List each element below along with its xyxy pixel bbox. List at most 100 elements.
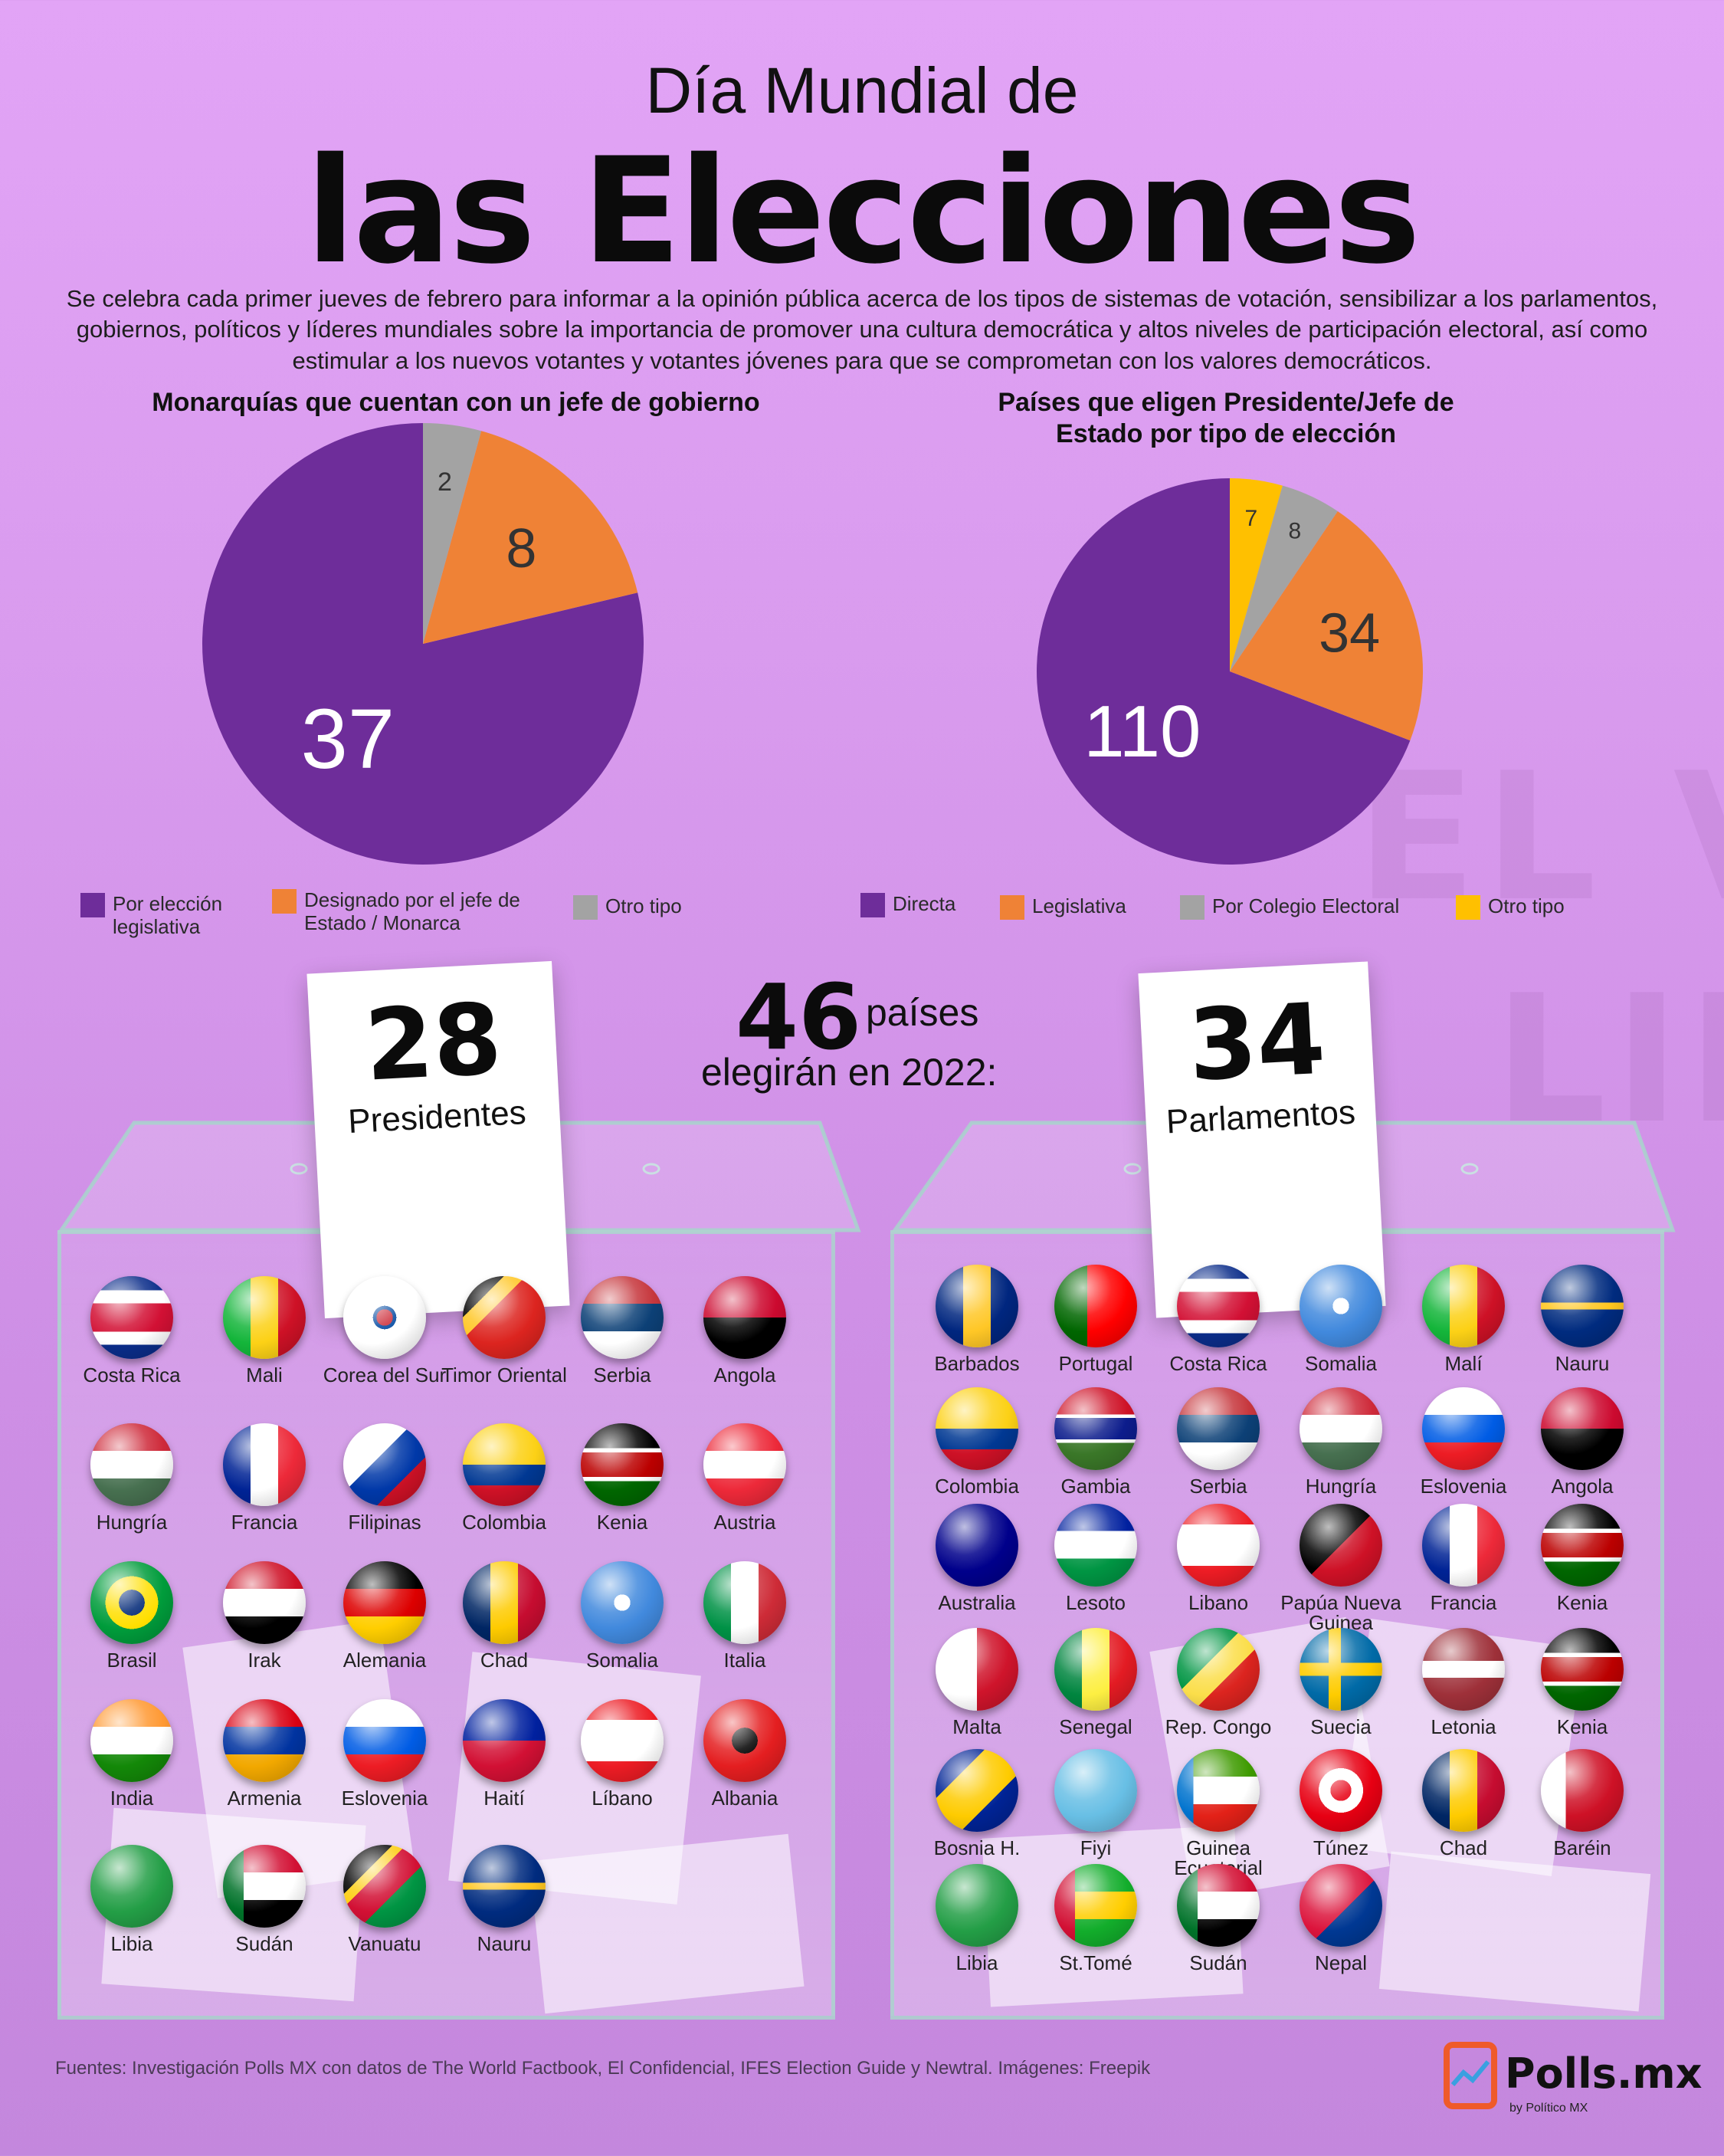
costa-rica-flag-icon xyxy=(90,1276,173,1359)
country-name: Serbia xyxy=(593,1363,651,1386)
pie-data-label: 8 xyxy=(506,518,536,579)
ballot-box-presidents xyxy=(57,1230,835,2020)
country-name: Serbia xyxy=(1189,1475,1247,1498)
country-name: Francia xyxy=(231,1511,298,1534)
country-name: Senegal xyxy=(1059,1715,1132,1738)
country-name: Angola xyxy=(1551,1475,1614,1498)
parliaments-label: Parlamentos xyxy=(1165,1093,1357,1141)
libia-flag-icon xyxy=(936,1864,1018,1947)
country-name: Sudán xyxy=(1189,1951,1247,1974)
country-name: Francia xyxy=(1430,1591,1497,1614)
legend-label: Legislativa xyxy=(1032,894,1126,917)
legend-swatch xyxy=(573,895,598,920)
portugal-flag-icon xyxy=(1054,1265,1137,1347)
eslovenia-flag-icon xyxy=(343,1699,426,1782)
legend-item: Directa xyxy=(860,892,991,917)
bosnia-h--flag-icon xyxy=(936,1749,1018,1832)
country-name: Filipinas xyxy=(348,1511,421,1534)
undefined-flag-item: Fiyi xyxy=(1031,1749,1161,1858)
legend-label: Otro tipo xyxy=(1488,894,1565,917)
country-name: Australia xyxy=(938,1591,1016,1614)
logo-text: Polls.mx xyxy=(1505,2049,1703,2098)
undefined-flag-item: Kenia xyxy=(1517,1628,1647,1737)
country-name: Chad xyxy=(480,1649,529,1672)
country-name: Malí xyxy=(1444,1352,1483,1375)
country-name: Chad xyxy=(1439,1836,1488,1859)
pie-data-label: 2 xyxy=(438,468,452,497)
country-name: Libia xyxy=(955,1951,998,1974)
country-name: Armenia xyxy=(227,1787,302,1810)
undefined-flag-item: Nepal xyxy=(1276,1864,1406,1973)
undefined-flag-item: Serbia xyxy=(1153,1387,1283,1496)
presidents-count: 28 xyxy=(362,982,505,1104)
legend-swatch xyxy=(1456,895,1480,920)
pie-slice-3 xyxy=(423,423,482,644)
undefined-flag-item: Mali xyxy=(199,1276,329,1385)
somalia-flag-icon xyxy=(1300,1265,1382,1347)
presidents-card: 28 Presidentes xyxy=(306,960,570,1319)
country-name: Bosnia H. xyxy=(933,1836,1021,1859)
albania-flag-icon xyxy=(703,1699,786,1782)
undefined-flag-item: Baréin xyxy=(1517,1749,1647,1858)
undefined-flag-item: Somalia xyxy=(557,1561,687,1670)
country-name: Vanuatu xyxy=(348,1932,421,1955)
legend-swatch xyxy=(1180,895,1205,920)
timor-oriental-flag-icon xyxy=(463,1276,546,1359)
rep-congo-flag-icon xyxy=(1177,1628,1260,1711)
costa-rica-flag-icon xyxy=(1177,1265,1260,1347)
hungr-a-flag-icon xyxy=(1300,1387,1382,1470)
intro-text: Se celebra cada primer jueves de febrero… xyxy=(66,285,1658,374)
ballot-box-parliaments xyxy=(890,1230,1664,2020)
colombia-flag-icon xyxy=(936,1387,1018,1470)
pie-slice-2 xyxy=(423,431,638,644)
country-name: Libano xyxy=(1188,1591,1249,1614)
l-bano-flag-icon xyxy=(581,1699,664,1782)
undefined-flag-item: Lesoto xyxy=(1031,1504,1161,1613)
undefined-flag-item: Costa Rica xyxy=(1153,1265,1283,1373)
undefined-flag-item: Austria xyxy=(680,1423,810,1532)
undefined-flag-item: Malta xyxy=(912,1628,1042,1737)
undefined-flag-item: Angola xyxy=(1517,1387,1647,1496)
pie-slice-3 xyxy=(1230,485,1338,671)
undefined-flag-item: Letonia xyxy=(1398,1628,1529,1737)
total-count: 46 xyxy=(736,964,862,1070)
undefined-flag-item: Libano xyxy=(1153,1504,1283,1613)
eslovenia-flag-icon xyxy=(1422,1387,1505,1470)
undefined-flag-item: Corea del Sur xyxy=(320,1276,450,1385)
pie-data-label: 110 xyxy=(1083,691,1201,773)
legend-swatch xyxy=(860,893,885,917)
legend-label: Designado por el jefe de Estado / Monarc… xyxy=(304,888,520,934)
bar-in-flag-icon xyxy=(1541,1749,1624,1832)
undefined-flag-item: Kenia xyxy=(1517,1504,1647,1613)
legend-swatch xyxy=(272,889,297,914)
country-name: Kenia xyxy=(596,1511,648,1534)
legend-item: Legislativa xyxy=(1000,894,1161,920)
undefined-flag-item: Francia xyxy=(1398,1504,1529,1613)
undefined-flag-item: Sudán xyxy=(1153,1864,1283,1973)
title-line1: Día Mundial de xyxy=(645,54,1079,126)
country-name: Lesoto xyxy=(1065,1591,1126,1614)
india-flag-icon xyxy=(90,1699,173,1782)
country-name: Costa Rica xyxy=(83,1363,181,1386)
undefined-flag-item: Túnez xyxy=(1276,1749,1406,1858)
colombia-flag-icon xyxy=(463,1423,546,1506)
country-name: Mali xyxy=(246,1363,283,1386)
country-name: India xyxy=(110,1787,154,1810)
undefined-flag-item: Timor Oriental xyxy=(439,1276,569,1385)
total-line2: elegirán en 2022: xyxy=(701,1051,998,1094)
undefined-flag-item: Bosnia H. xyxy=(912,1749,1042,1858)
country-name: Sudán xyxy=(235,1932,293,1955)
alemania-flag-icon xyxy=(343,1561,426,1644)
kenia-flag-icon xyxy=(581,1423,664,1506)
legend-swatch xyxy=(80,893,105,917)
austria-flag-icon xyxy=(703,1423,786,1506)
undefined-flag-item: Malí xyxy=(1398,1265,1529,1373)
total-word: países xyxy=(866,991,979,1034)
undefined-flag-item: Alemania xyxy=(320,1561,450,1670)
serbia-flag-icon xyxy=(581,1276,664,1359)
t-nez-flag-icon xyxy=(1300,1749,1382,1832)
pie-chart-monarquias: 37 8 2 xyxy=(202,423,644,865)
legend-label: Por elección legislativa xyxy=(113,892,223,938)
undefined-flag-item: Libia xyxy=(67,1845,197,1954)
undefined-flag-item: Albania xyxy=(680,1699,810,1808)
